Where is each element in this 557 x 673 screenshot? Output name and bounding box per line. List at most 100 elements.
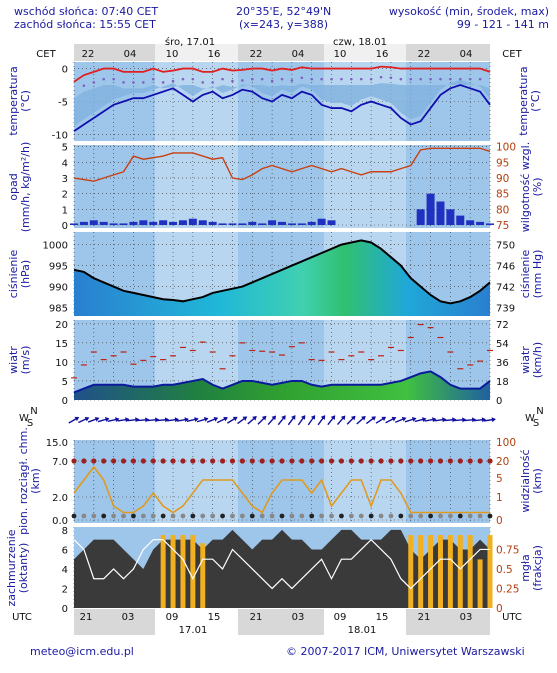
cloud-base-dot-19 [259,513,265,519]
wind-arrow-4 [107,417,120,423]
svg-text:(oktanty): (oktanty) [17,543,30,594]
cloud-base-dot-21 [279,513,285,519]
wind-arrow-22 [287,415,296,426]
top-hour-4: 22 [250,49,263,60]
precip-bar-8 [149,221,158,225]
cloud-base-dot-29 [358,513,364,519]
wind-arrow-16 [226,416,238,424]
wind-arrow-23 [297,415,306,426]
cloudbase-tick-3: 0.0 [52,516,68,527]
fog-bar-40 [467,535,473,608]
cloud-top-dot-2 [91,458,97,464]
cloud-base-dot-42 [487,513,493,519]
temp-dew-point-14 [211,81,214,84]
precip-bar-36 [426,193,435,225]
precip-bar-15 [218,223,227,225]
bottom-hour-9: 03 [460,612,473,623]
svg-text:(m/s): (m/s) [19,346,32,375]
cloud-top-dot-40 [467,458,473,464]
humidity-tick-5: 75 [496,220,509,232]
wind-right-label: wiatr (km/h) [519,342,544,378]
cloud-base-dot-16 [230,513,235,519]
svg-text:(km): (km) [531,468,544,494]
cloud-top-dot-23 [299,458,305,464]
wind-arrow-0 [68,416,80,424]
wind-arrow-41 [474,417,487,423]
cloud-base-dot-37 [438,513,443,519]
cloud-base-dot-39 [457,513,463,519]
precip-bar-1 [79,221,88,225]
temp-dew-point-39 [458,77,462,81]
pressure-right-label: ciśnienie (mm Hg) [519,250,544,299]
temp-dew-point-31 [379,75,383,79]
visibility-tick-3: 1 [496,492,503,504]
day1-bottom-label: 17.01 [179,625,208,636]
email-link[interactable]: meteo@icm.edu.pl [30,645,134,658]
top-hour-8: 22 [418,49,431,60]
top-hour-5: 04 [292,49,305,60]
wind-arrow-10 [167,417,179,423]
temp-dew-point-15 [221,77,224,81]
bottom-hour-4: 21 [250,612,263,623]
svg-text:(frakcja): (frakcja) [531,545,544,591]
cloud-tick-0: 8 [62,526,68,537]
cloud-top-dot-26 [328,458,335,464]
wind-arrow-30 [365,416,376,425]
precip-bar-2 [89,220,98,225]
compass-right-n: N [536,406,543,417]
wind-arrow-33 [395,416,407,423]
tz-top-left: CET [36,49,56,60]
humidity-tick-3: 85 [496,189,509,201]
cloud-base-dot-3 [101,513,107,519]
bottom-hour-5: 03 [292,612,305,623]
compass-left-s: S [27,418,33,429]
svg-text:wiatr: wiatr [519,346,532,374]
cloud-top-dot-14 [210,458,216,464]
wind-arrow-34 [404,417,417,423]
pressure-line [73,239,491,305]
top-hour-3: 16 [208,49,221,60]
wind-arrow-27 [336,415,346,426]
panel-day-precip-0 [155,145,238,228]
svg-text:(km/h): (km/h) [531,342,544,378]
precip-bar-41 [476,221,485,225]
cloud-top-dot-15 [219,458,226,464]
precip-bar-19 [258,223,267,225]
temp-dew-point-25 [320,77,323,81]
temp-dew-point-32 [389,76,393,80]
cloud-top-dot-18 [249,458,255,464]
temp-dew-point-35 [419,77,422,81]
fog-bar-35 [418,535,424,608]
cloud-top-dot-39 [457,458,463,464]
precip-left-label: opad (mm/h, kg/m²/h) [7,142,32,233]
svg-text:mgła: mgła [519,554,532,582]
temp-dew-point-21 [280,77,284,81]
precip-tick-3: 2 [62,190,68,201]
cloud-top-dot-6 [130,458,137,464]
wind-kmh-tick-0: 72 [496,320,509,331]
temp-dew-point-3 [102,77,106,81]
precip-bar-13 [198,220,207,225]
temp-dew-point-22 [290,79,294,82]
temp-dew-point-19 [260,77,264,81]
cloud-top-dot-17 [239,458,245,464]
fog-right-label: mgła (frakcja) [519,545,544,591]
cloud-base-dot-12 [190,513,196,519]
wind-arrow-17 [237,416,248,425]
precip-bar-25 [317,218,326,225]
cloud-base-dot-4 [111,513,117,519]
svg-text:wilgotność wzgl.: wilgotność wzgl. [519,142,532,232]
fog-tick-1: 0.5 [496,564,513,576]
svg-text:(°C): (°C) [529,90,542,112]
wind-arrow-40 [464,417,477,423]
time-footer-band [74,609,490,635]
wind-arrow-21 [277,415,286,426]
temp-max-line [73,65,491,83]
day1-top-label: śro, 17.01 [165,36,215,48]
cloud-top-dot-16 [229,458,236,464]
cloud-top-dot-21 [279,458,285,464]
cloud-base-dot-41 [477,513,483,519]
visibility-tick-0: 100 [496,437,516,449]
precip-bar-14 [208,221,217,225]
top-hour-6: 10 [334,49,347,60]
